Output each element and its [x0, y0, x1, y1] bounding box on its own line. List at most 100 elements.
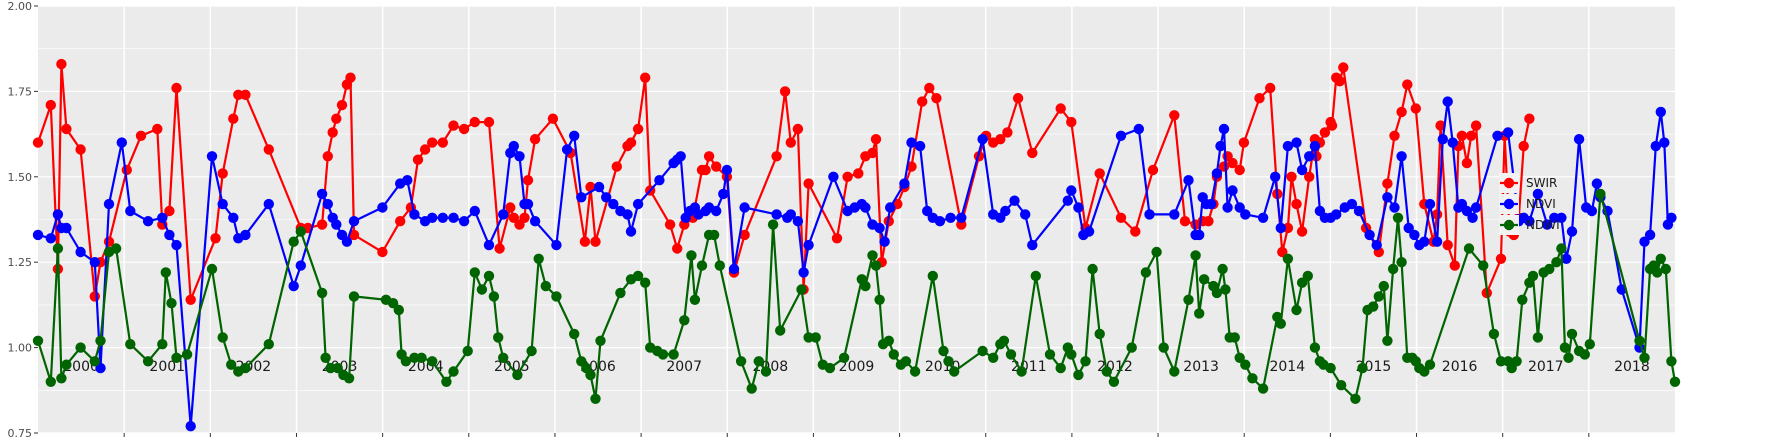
data-point — [708, 229, 720, 241]
data-point — [590, 393, 601, 404]
data-point — [1502, 127, 1514, 138]
data-point — [1140, 267, 1152, 278]
data-point — [157, 212, 168, 223]
data-point — [348, 216, 360, 227]
data-point — [1396, 151, 1407, 162]
data-point — [1115, 212, 1127, 223]
data-point — [906, 137, 917, 148]
data-point — [1296, 277, 1308, 288]
data-point — [1461, 205, 1473, 217]
data-point — [1410, 103, 1422, 114]
data-point — [1419, 236, 1430, 247]
data-point — [853, 168, 864, 179]
data-point — [1282, 140, 1294, 152]
data-point — [1234, 352, 1245, 363]
y-tick-label: 1.00 — [8, 342, 33, 355]
data-point — [956, 212, 967, 223]
data-point — [977, 345, 988, 357]
data-point — [1203, 216, 1214, 227]
data-point — [622, 209, 633, 220]
data-point — [551, 291, 562, 302]
data-point — [533, 253, 544, 264]
data-point — [437, 137, 448, 148]
data-point — [1350, 393, 1361, 404]
data-point — [728, 263, 740, 275]
data-point — [870, 134, 882, 145]
data-point — [1234, 164, 1245, 176]
data-point — [441, 376, 452, 387]
data-point — [1027, 239, 1038, 251]
data-point — [89, 291, 101, 302]
data-point — [206, 263, 218, 275]
data-point — [1144, 209, 1155, 220]
data-point — [874, 222, 885, 234]
data-point — [1331, 209, 1342, 220]
data-point — [1190, 250, 1201, 261]
data-point — [45, 99, 56, 111]
data-point — [668, 349, 679, 360]
data-point — [590, 236, 601, 247]
data-point — [867, 147, 878, 159]
data-point — [1194, 229, 1205, 241]
data-point — [1461, 157, 1473, 169]
data-point — [900, 356, 912, 367]
data-point — [45, 376, 56, 387]
data-point — [995, 134, 1006, 145]
data-point — [1639, 352, 1650, 363]
data-point — [696, 260, 708, 271]
data-point — [295, 260, 306, 271]
data-point — [1094, 168, 1105, 179]
data-point — [561, 144, 573, 155]
data-point — [640, 277, 651, 288]
data-point — [1336, 380, 1347, 391]
data-point — [657, 349, 669, 360]
data-point — [632, 270, 644, 282]
data-point — [1227, 185, 1238, 196]
data-point — [458, 216, 470, 227]
data-point — [1368, 301, 1379, 312]
data-point — [1247, 373, 1258, 384]
data-point — [1382, 335, 1393, 346]
data-point — [870, 260, 882, 271]
data-point — [899, 178, 910, 189]
data-point — [160, 267, 171, 278]
data-point — [448, 120, 459, 131]
data-point — [1282, 253, 1294, 264]
data-point — [885, 202, 896, 213]
data-point — [1115, 130, 1127, 141]
data-point — [1275, 222, 1287, 234]
y-tick-label: 0.75 — [8, 427, 33, 440]
data-point — [632, 123, 644, 135]
data-point — [1083, 226, 1095, 237]
data-point — [792, 216, 804, 227]
data-point — [998, 335, 1010, 346]
data-point — [1302, 270, 1314, 282]
data-point — [95, 335, 106, 346]
data-point — [771, 209, 782, 220]
data-point — [1108, 376, 1120, 387]
data-point — [1055, 103, 1066, 114]
data-point — [448, 366, 459, 377]
data-point — [1325, 362, 1336, 374]
data-point — [103, 198, 115, 210]
data-point — [1275, 318, 1287, 329]
data-point — [824, 362, 836, 374]
data-point — [45, 233, 56, 244]
series-ndvi — [32, 96, 1677, 432]
data-point — [1463, 243, 1475, 254]
data-point — [1179, 216, 1191, 227]
data-point — [664, 219, 676, 230]
data-point — [569, 328, 580, 340]
data-point — [1169, 209, 1180, 220]
data-point — [703, 151, 715, 162]
data-point — [938, 345, 949, 357]
data-point — [519, 212, 530, 223]
data-point — [332, 362, 343, 374]
legend-marker — [1503, 219, 1515, 231]
data-point — [611, 161, 622, 172]
legend-item-ndwi: NDWI — [1499, 215, 1560, 235]
data-point — [1478, 260, 1489, 271]
data-point — [1666, 356, 1677, 367]
data-point — [400, 356, 412, 367]
